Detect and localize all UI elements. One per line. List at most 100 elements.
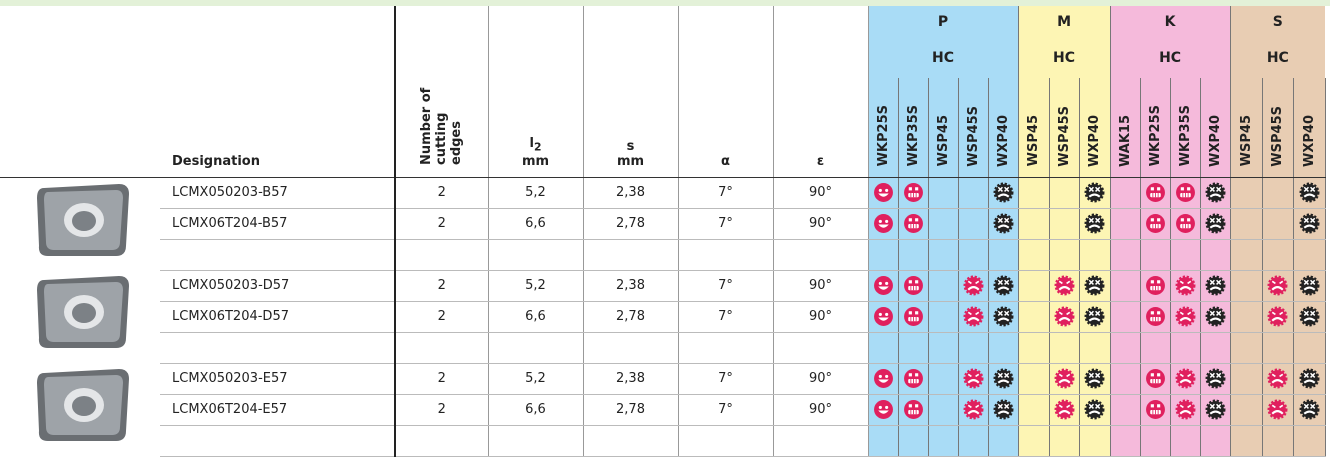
rating-icon xyxy=(903,368,924,389)
cell xyxy=(583,425,679,457)
header-unit: mm xyxy=(521,153,550,169)
rating-icon xyxy=(1084,182,1105,203)
designation: LCMX06T204-B57 xyxy=(160,208,396,240)
grade-cell xyxy=(1262,208,1294,240)
grade-cell xyxy=(1140,239,1171,271)
grade-text: WSP45 xyxy=(1238,115,1254,167)
cell: 2 xyxy=(395,363,489,395)
grade-cell xyxy=(958,363,989,395)
cell: 90° xyxy=(773,208,869,240)
grade-cell xyxy=(1110,394,1141,426)
cell: 6,6 xyxy=(488,301,584,333)
header-text: l xyxy=(529,135,534,151)
cell: 2 xyxy=(395,177,489,209)
grade-cell xyxy=(1110,239,1141,271)
grade-cell xyxy=(1049,239,1080,271)
rating-icon xyxy=(1299,182,1320,203)
grade-text: WSP45S xyxy=(1270,105,1286,167)
rating-icon xyxy=(1205,213,1226,234)
header: Designation xyxy=(160,6,396,178)
grade-cell xyxy=(958,177,989,209)
grade-cell xyxy=(988,177,1019,209)
header: l2 mm xyxy=(488,6,584,178)
grade-cell xyxy=(1230,425,1263,457)
image-header xyxy=(0,6,160,178)
rating-icon xyxy=(1054,306,1075,327)
rating-icon xyxy=(1145,399,1166,420)
grade-cell xyxy=(1262,177,1294,209)
grade-cell xyxy=(1049,208,1080,240)
insert-picture xyxy=(34,272,134,352)
rating-icon xyxy=(993,306,1014,327)
grade-text: WSP45S xyxy=(965,105,981,167)
header: Number of cutting edges xyxy=(395,6,489,178)
cell: 5,2 xyxy=(488,363,584,395)
cell xyxy=(488,425,584,457)
grade-cell xyxy=(1170,363,1201,395)
cell xyxy=(773,239,869,271)
grade-cell xyxy=(1049,270,1080,302)
rating-icon xyxy=(993,213,1014,234)
grade-name: WSP45S xyxy=(1262,78,1294,178)
rating-icon xyxy=(1084,213,1105,234)
grade-text: WXP40 xyxy=(995,114,1011,167)
rating-icon xyxy=(963,275,984,296)
header-unit: mm xyxy=(616,153,645,169)
grade-cell xyxy=(928,301,959,333)
grade-cell xyxy=(928,425,959,457)
grade-name: WSP45 xyxy=(928,78,959,178)
grade-cell xyxy=(1293,301,1326,333)
grade-cell xyxy=(1170,425,1201,457)
cell xyxy=(488,332,584,364)
cell xyxy=(395,425,489,457)
grade-cell xyxy=(1170,332,1201,364)
rating-icon xyxy=(1205,182,1226,203)
header-sub: 2 xyxy=(533,140,542,154)
grade-cell xyxy=(1200,239,1231,271)
rating-icon xyxy=(1145,306,1166,327)
grade-cell xyxy=(1079,394,1111,426)
grade-cell xyxy=(1230,332,1263,364)
grade-name: WXP40 xyxy=(1079,78,1111,178)
grade-cell xyxy=(898,177,929,209)
group-name: M xyxy=(1018,6,1111,37)
grade-name: WAK15 xyxy=(1110,78,1141,178)
group-sub: HC xyxy=(1230,37,1326,78)
grade-cell xyxy=(1049,301,1080,333)
grade-cell xyxy=(1018,394,1050,426)
cell: 2,78 xyxy=(583,301,679,333)
grade-cell xyxy=(1262,425,1294,457)
grade-cell xyxy=(928,363,959,395)
rating-icon xyxy=(1175,368,1196,389)
rating-icon xyxy=(1084,368,1105,389)
grade-cell xyxy=(1140,177,1171,209)
rating-icon xyxy=(1267,306,1288,327)
rating-icon xyxy=(1267,399,1288,420)
rating-icon xyxy=(873,213,894,234)
rating-icon xyxy=(1205,306,1226,327)
insert-picture xyxy=(34,365,134,445)
grade-cell xyxy=(1049,394,1080,426)
grade-cell xyxy=(1200,208,1231,240)
rating-icon xyxy=(993,275,1014,296)
cell: 90° xyxy=(773,394,869,426)
grade-name: WSP45 xyxy=(1230,78,1263,178)
grade-text: WKP25S xyxy=(875,105,891,167)
grade-cell xyxy=(898,363,929,395)
grade-cell xyxy=(1110,425,1141,457)
grade-cell xyxy=(1262,332,1294,364)
rating-icon xyxy=(903,399,924,420)
grade-cell xyxy=(1018,177,1050,209)
designation xyxy=(160,332,396,364)
grade-cell xyxy=(928,177,959,209)
rating-icon xyxy=(993,368,1014,389)
header-text: s xyxy=(626,138,635,154)
grade-cell xyxy=(1293,270,1326,302)
grade-cell xyxy=(1200,425,1231,457)
grade-cell xyxy=(1230,394,1263,426)
rating-icon xyxy=(1054,368,1075,389)
grade-cell xyxy=(988,208,1019,240)
grade-cell xyxy=(958,425,989,457)
grade-cell xyxy=(1170,208,1201,240)
